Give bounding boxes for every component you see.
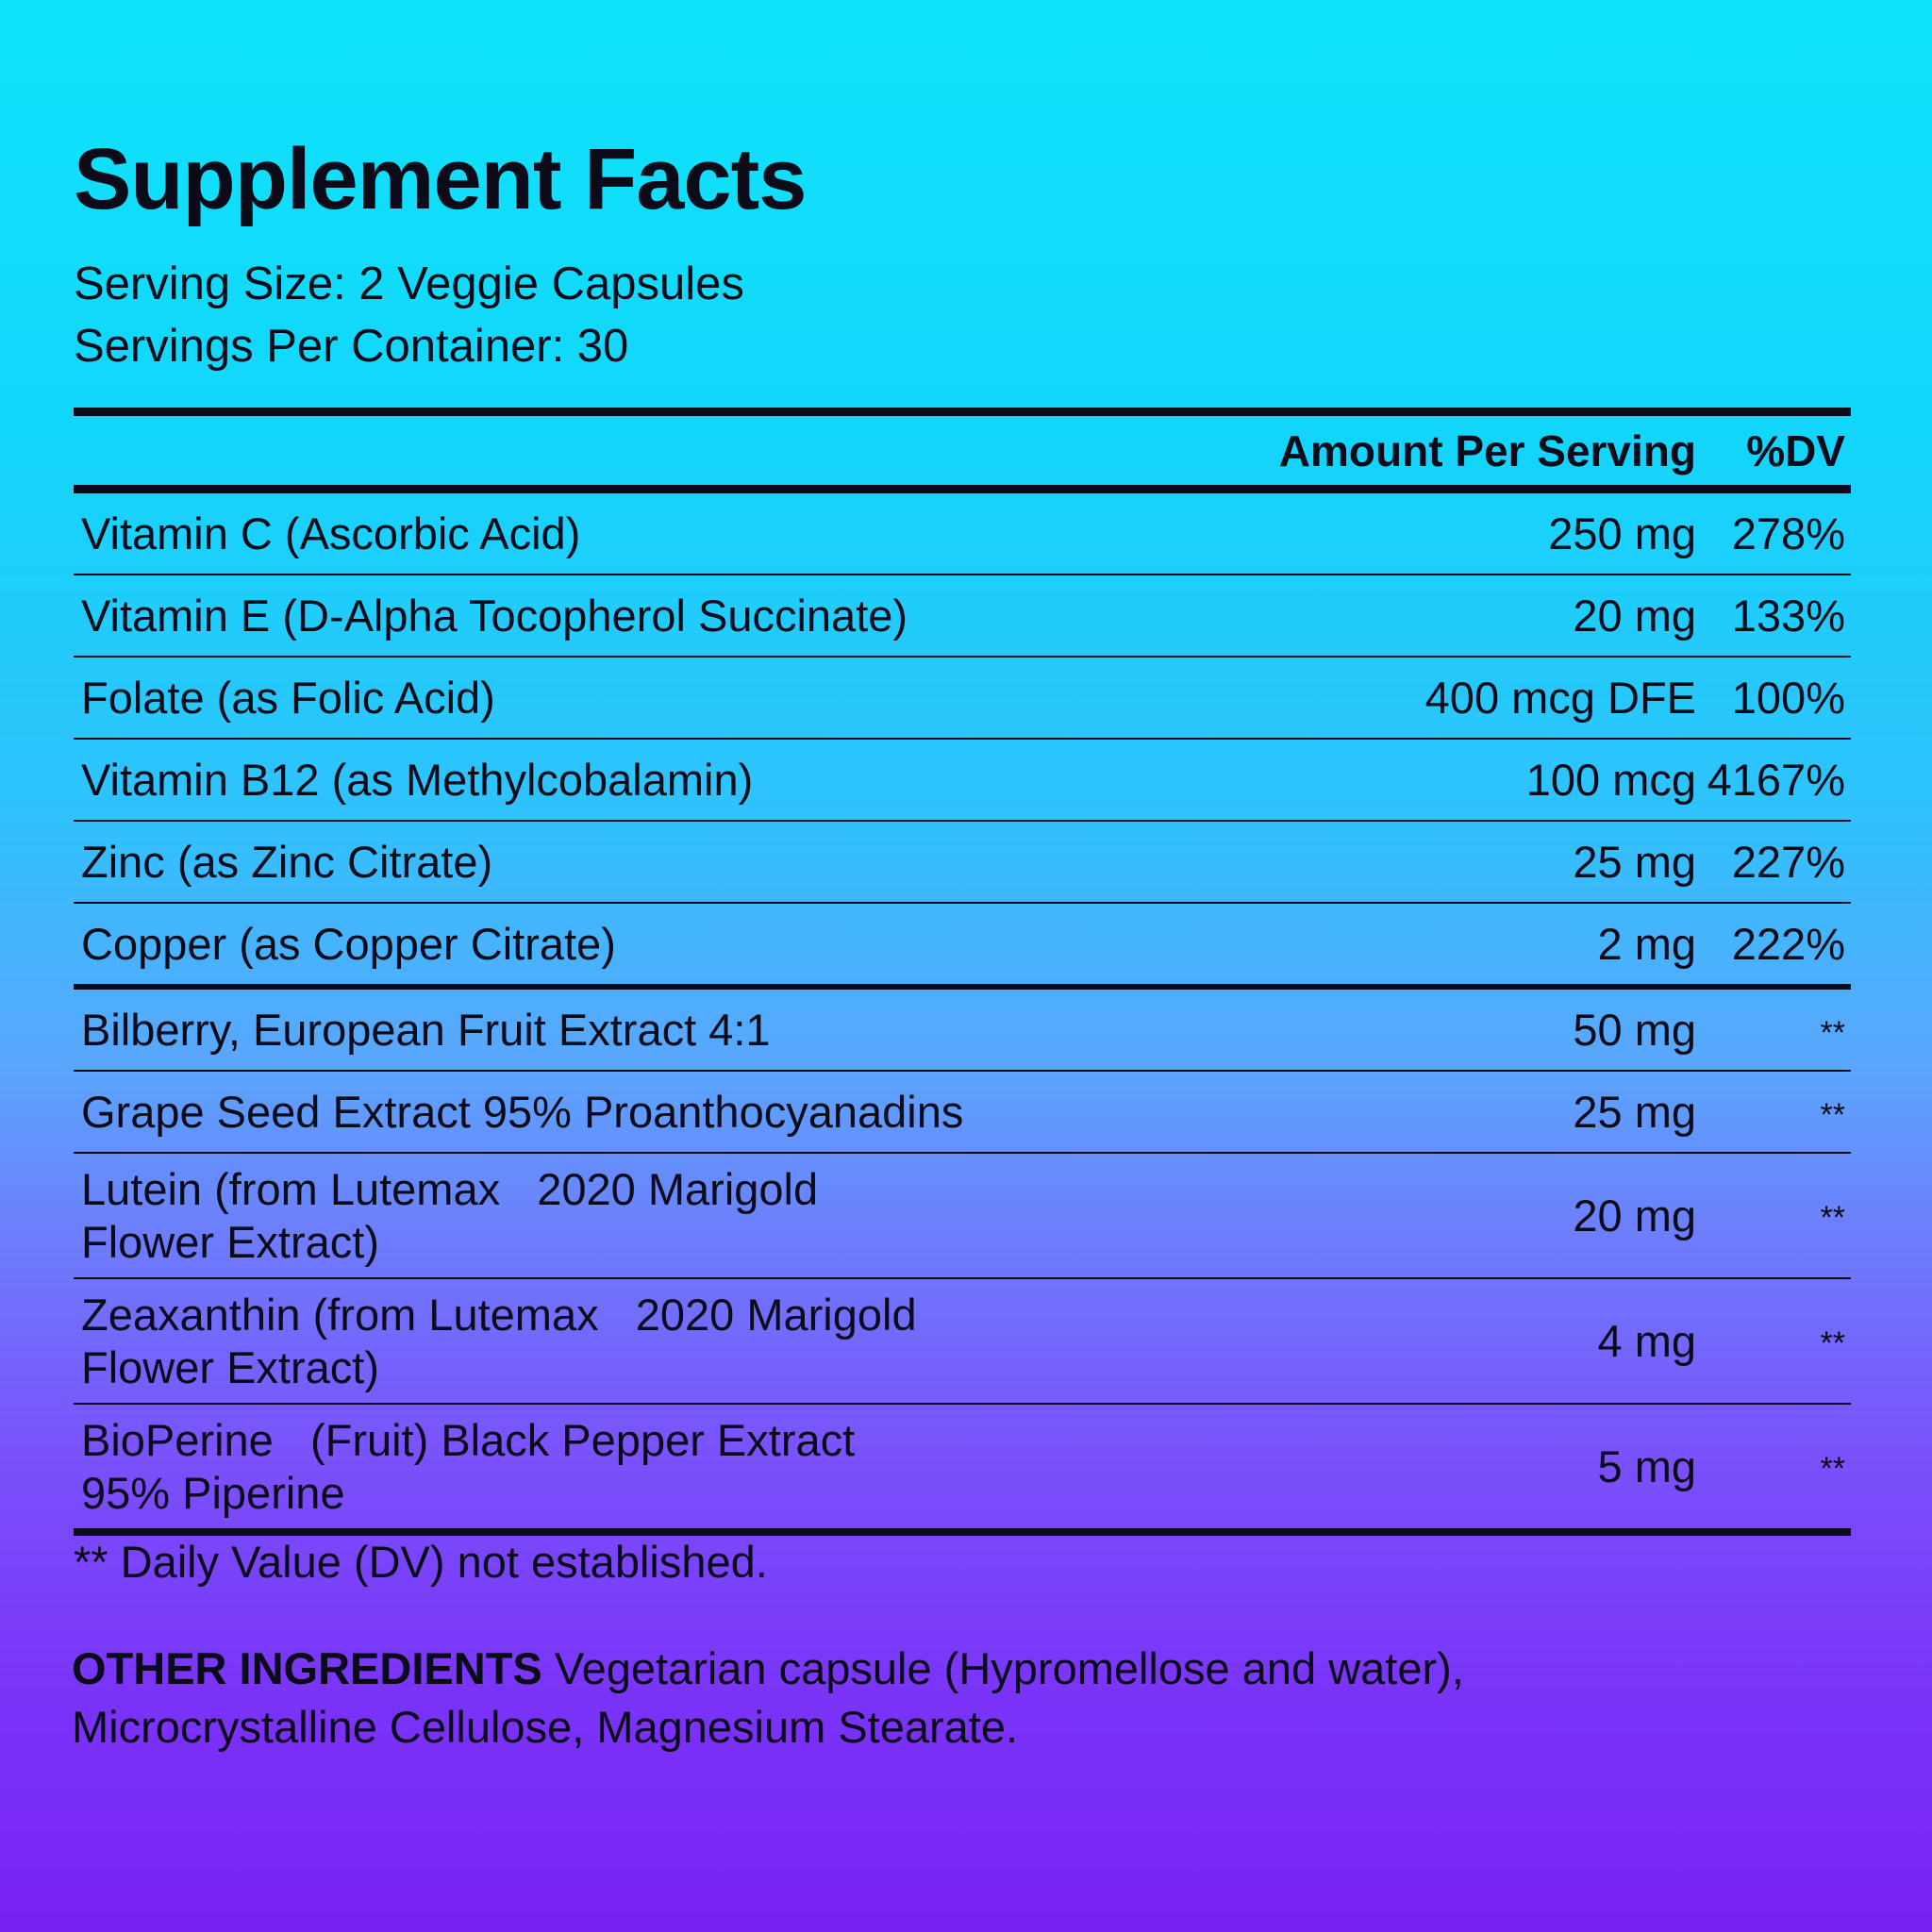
serving-info: Serving Size: 2 Veggie Capsules Servings… [74, 253, 744, 377]
dv-column-header: %DV [1746, 425, 1845, 475]
ingredient-amount: 4 mg [1597, 1315, 1697, 1366]
nutrient-dv: 227% [1731, 836, 1845, 887]
table-row: Vitamin C (Ascorbic Acid) 250 mg 278% [74, 493, 1851, 575]
ingredient-name: Grape Seed Extract 95% Proanthocyanadins [81, 1086, 964, 1137]
other-ingredients-text: Vegetarian capsule (Hypromellose and wat… [72, 1643, 1464, 1752]
servings-per-container: Servings Per Container: 30 [74, 321, 629, 372]
table-row: Zeaxanthin (from Lutemax 2020 Marigold F… [74, 1279, 1851, 1405]
ingredient-name-line: BioPerine (Fruit) Black Pepper Extract [81, 1414, 856, 1465]
nutrient-amount: 25 mg [1573, 836, 1696, 887]
ingredient-name: Bilberry, European Fruit Extract 4:1 [81, 1004, 771, 1055]
ingredient-name: BioPerine (Fruit) Black Pepper Extract 9… [74, 1414, 1187, 1520]
table-row: Vitamin B12 (as Methylcobalamin) 100 mcg… [74, 740, 1851, 822]
ingredient-amount: 50 mg [1573, 1004, 1696, 1055]
ingredient-name-line: Lutein (from Lutemax 2020 Marigold [81, 1163, 819, 1214]
nutrient-dv: 278% [1731, 508, 1845, 558]
table-row: BioPerine (Fruit) Black Pepper Extract 9… [74, 1405, 1851, 1536]
nutrient-name: Vitamin C (Ascorbic Acid) [81, 508, 581, 558]
nutrient-dv: 100% [1731, 672, 1845, 723]
table-row: Zinc (as Zinc Citrate) 25 mg 227% [74, 822, 1851, 904]
other-ingredients-label: OTHER INGREDIENTS [72, 1643, 542, 1693]
nutrient-dv: 222% [1731, 918, 1845, 969]
table-row: Copper (as Copper Citrate) 2 mg 222% [74, 904, 1851, 990]
nutrient-name: Vitamin E (D-Alpha Tocopherol Succinate) [81, 590, 908, 641]
nutrient-amount: 2 mg [1597, 918, 1697, 969]
amount-column-header: Amount Per Serving [1278, 425, 1696, 475]
table-row: Lutein (from Lutemax 2020 Marigold Flowe… [74, 1154, 1851, 1279]
table-row: Grape Seed Extract 95% Proanthocyanadins… [74, 1072, 1851, 1154]
ingredient-name-line: Flower Extract) [81, 1341, 379, 1392]
facts-table: Amount Per Serving %DV Vitamin C (Ascorb… [74, 408, 1851, 1536]
dv-not-established-mark: ** [1820, 1200, 1845, 1236]
ingredient-amount: 25 mg [1573, 1086, 1696, 1137]
ingredient-amount: 5 mg [1597, 1441, 1697, 1491]
table-header-row: Amount Per Serving %DV [74, 416, 1851, 493]
dv-not-established-mark: ** [1820, 1451, 1845, 1487]
table-row: Bilberry, European Fruit Extract 4:1 50 … [74, 990, 1851, 1072]
dv-not-established-mark: ** [1820, 1325, 1845, 1361]
ingredient-name: Zeaxanthin (from Lutemax 2020 Marigold F… [74, 1289, 1187, 1394]
nutrient-amount: 250 mg [1548, 508, 1696, 558]
nutrient-name: Vitamin B12 (as Methylcobalamin) [81, 754, 754, 805]
dv-not-established-mark: ** [1820, 1097, 1845, 1133]
nutrient-name: Copper (as Copper Citrate) [81, 918, 616, 969]
nutrient-amount: 100 mcg [1525, 754, 1696, 805]
nutrient-name: Folate (as Folic Acid) [81, 672, 495, 723]
other-ingredients: OTHER INGREDIENTS Vegetarian capsule (Hy… [72, 1640, 1487, 1757]
ingredient-name-line: Zeaxanthin (from Lutemax 2020 Marigold [81, 1289, 917, 1340]
nutrient-dv: 133% [1731, 590, 1845, 641]
dv-not-established-mark: ** [1820, 1015, 1845, 1051]
panel-title: Supplement Facts [74, 131, 807, 227]
nutrient-name: Zinc (as Zinc Citrate) [81, 836, 493, 887]
table-row: Folate (as Folic Acid) 400 mcg DFE 100% [74, 658, 1851, 740]
table-row: Vitamin E (D-Alpha Tocopherol Succinate)… [74, 575, 1851, 658]
ingredient-name-line: 95% Piperine [81, 1467, 345, 1518]
dv-footnote: ** Daily Value (DV) not established. [74, 1537, 768, 1587]
nutrient-amount: 20 mg [1573, 590, 1696, 641]
nutrient-amount: 400 mcg DFE [1424, 672, 1696, 723]
ingredient-name: Lutein (from Lutemax 2020 Marigold Flowe… [74, 1163, 1187, 1269]
ingredient-name-line: Flower Extract) [81, 1216, 379, 1267]
serving-size: Serving Size: 2 Veggie Capsules [74, 258, 744, 309]
ingredient-amount: 20 mg [1573, 1190, 1696, 1241]
nutrient-dv: 4167% [1707, 754, 1845, 805]
